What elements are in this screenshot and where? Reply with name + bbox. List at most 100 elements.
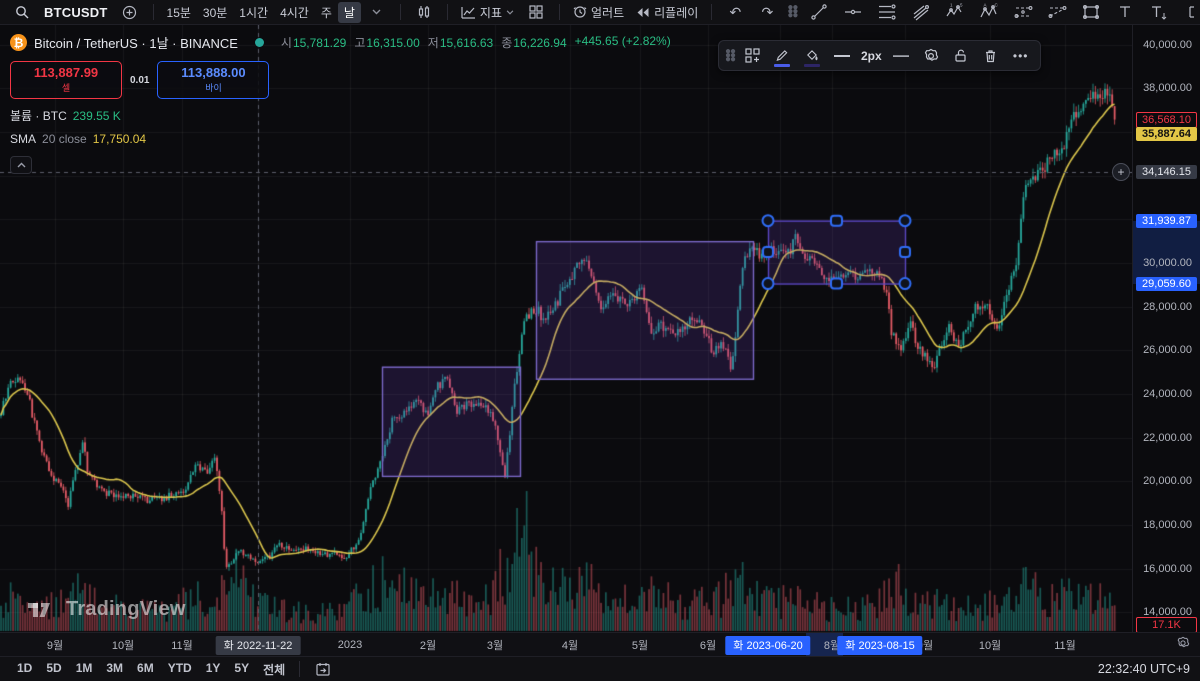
svg-text:5: 5 <box>960 3 963 8</box>
anchored-text-icon[interactable] <box>1143 0 1175 24</box>
range-button-YTD[interactable]: YTD <box>167 660 192 675</box>
sma-value: 17,750.04 <box>92 132 147 146</box>
time-tick-label: 9월 <box>46 639 64 652</box>
pitchfork-icon[interactable] <box>905 0 937 24</box>
time-tick-label: 3월 <box>486 639 504 652</box>
line-color-pencil-icon[interactable] <box>769 43 795 69</box>
interval-group: 15분 30분 1시간 4시간 주 날 <box>161 0 361 24</box>
range-button-5D[interactable]: 5D <box>46 660 62 675</box>
undo-icon[interactable]: ↶ <box>729 3 742 20</box>
last-price-badge: 36,568.10 <box>1136 111 1197 128</box>
interval-button-30분[interactable]: 30분 <box>202 5 228 20</box>
sma-legend-row[interactable]: SMA 20 close 17,750.04 <box>10 132 147 146</box>
range-button-3M[interactable]: 3M <box>106 660 124 675</box>
top-toolbar: BTCUSDT 15분 30분 1시간 4시간 주 날 지표 <box>0 0 1200 25</box>
price-tick-label: 20,000.00 <box>1143 475 1192 488</box>
drawing-toolbar-drag-handle-icon[interactable]: ●● ●● ●● <box>787 2 798 21</box>
clipped-tool-icon[interactable] <box>1177 0 1194 24</box>
range-button-1Y[interactable]: 1Y <box>205 660 221 675</box>
price-axis-selection-highlight <box>1133 220 1200 284</box>
go-to-date-icon[interactable] <box>307 657 339 681</box>
interval-button-날[interactable]: 날 <box>337 1 361 23</box>
sma-value-badge: 35,887.64 <box>1136 127 1197 142</box>
price-tick-label: 30,000.00 <box>1143 256 1192 269</box>
horizontal-line-icon[interactable] <box>837 0 869 24</box>
volume-legend-row[interactable]: 볼륨 · BTC 239.55 K <box>10 108 121 124</box>
replay-button[interactable]: 리플레이 <box>630 2 704 23</box>
long-position-icon[interactable] <box>1007 0 1039 24</box>
clock-utc[interactable]: 22:32:40 UTC+9 <box>1097 662 1190 676</box>
interval-button-1시간[interactable]: 1시간 <box>239 5 269 20</box>
sell-button[interactable]: 113,887.99 셀 <box>10 61 122 99</box>
change-value: +445.65 (+2.82%) <box>574 34 671 48</box>
line-style-icon[interactable] <box>888 43 914 69</box>
tradingview-logo-icon <box>28 602 50 617</box>
legend-collapse-button[interactable] <box>10 156 32 174</box>
selection-start-date-badge: 화 2023-06-20 <box>725 636 811 655</box>
line-width-value[interactable]: 2px <box>861 48 882 63</box>
volume-value-badge: 17.1K <box>1136 617 1197 633</box>
range-button-6M[interactable]: 6M <box>137 660 154 675</box>
text-icon[interactable] <box>1109 0 1141 24</box>
market-status-dot <box>254 38 264 47</box>
redo-icon[interactable]: ↷ <box>761 3 774 20</box>
bitcoin-logo: ₿ <box>10 34 27 51</box>
symbol-button[interactable]: BTCUSDT <box>44 4 108 20</box>
template-icon[interactable] <box>739 43 765 69</box>
toolbar-separator <box>446 4 448 20</box>
trade-panel: 113,887.99 셀 0.01 113,888.00 바이 <box>10 61 671 99</box>
drawing-toolbar: ●● ●● ●● 1 5 A C <box>783 0 1194 24</box>
delete-trash-icon[interactable] <box>978 43 1004 69</box>
range-button-전체[interactable]: 전체 <box>263 662 286 677</box>
alert-button[interactable]: 얼러트 <box>567 2 630 23</box>
range-button-1D[interactable]: 1D <box>17 660 33 675</box>
interval-chevron-icon[interactable] <box>361 0 393 24</box>
add-alert-plus-button[interactable]: + <box>1112 163 1130 182</box>
time-tick-label: 10월 <box>111 639 135 652</box>
svg-text:1: 1 <box>950 3 953 8</box>
time-axis[interactable]: 9월 10월 11월 2023 2월 3월 4월 5월 6월 8월 9월 10월 11월 화 2022-1… <box>0 632 1200 656</box>
range-button-1M[interactable]: 1M <box>75 660 93 675</box>
trend-line-icon[interactable] <box>803 0 835 24</box>
settings-gear-icon[interactable] <box>918 43 944 69</box>
toolbar-separator <box>559 4 561 20</box>
buy-button[interactable]: 113,888.00 바이 <box>157 61 270 99</box>
price-tick-label: 38,000.00 <box>1143 82 1192 95</box>
interval-button-15분[interactable]: 15분 <box>166 5 191 20</box>
crosshair-date-badge: 화 2022-11-22 <box>215 636 301 655</box>
date-range-group: 1D 5D 1M 3M 6M YTD 1Y 5Y 전체 <box>10 659 292 680</box>
time-axis-settings-gear-icon[interactable] <box>1176 636 1190 653</box>
symbol-search-icon[interactable] <box>6 0 38 24</box>
rectangle-icon[interactable] <box>1075 0 1107 24</box>
range-button-5Y[interactable]: 5Y <box>234 660 250 675</box>
chart-style-icon[interactable] <box>408 0 440 24</box>
price-chart-canvas[interactable] <box>0 25 1132 632</box>
spread-value: 0.01 <box>130 74 150 86</box>
more-options-icon[interactable]: ••• <box>1012 48 1029 63</box>
toolbar-separator <box>152 4 154 20</box>
time-tick-label: 2023 <box>337 638 363 651</box>
line-width-icon[interactable] <box>829 43 855 69</box>
toolbar-drag-handle-icon[interactable]: ●● ●● ●● <box>725 45 736 65</box>
compare-add-symbol-icon[interactable] <box>114 0 146 24</box>
selection-bottom-price-badge: 29,059.60 <box>1136 276 1197 291</box>
indicators-button[interactable]: 지표 <box>455 2 520 23</box>
selection-top-price-badge: 31,939.87 <box>1136 213 1197 228</box>
time-tick-label: 6월 <box>699 639 717 652</box>
interval-button-4시간[interactable]: 4시간 <box>280 5 309 20</box>
layout-templates-icon[interactable] <box>520 0 552 24</box>
fib-retracement-icon[interactable] <box>871 0 903 24</box>
time-tick-label: 4월 <box>561 639 579 652</box>
toolbar-separator <box>399 4 401 20</box>
crosshair-price-badge: 34,146.15 <box>1136 165 1197 180</box>
unlock-icon[interactable] <box>948 43 974 69</box>
symbol-title[interactable]: Bitcoin / TetherUS · 1날 · BINANCE <box>34 36 238 51</box>
interval-button-주[interactable]: 주 <box>320 5 332 20</box>
price-axis[interactable]: 40,000.00 38,000.00 30,000.00 28,000.00 26,0… <box>1112 25 1200 633</box>
price-tick-label: 18,000.00 <box>1143 519 1192 531</box>
forecast-icon[interactable] <box>1041 0 1073 24</box>
fill-color-bucket-icon[interactable] <box>799 43 825 69</box>
